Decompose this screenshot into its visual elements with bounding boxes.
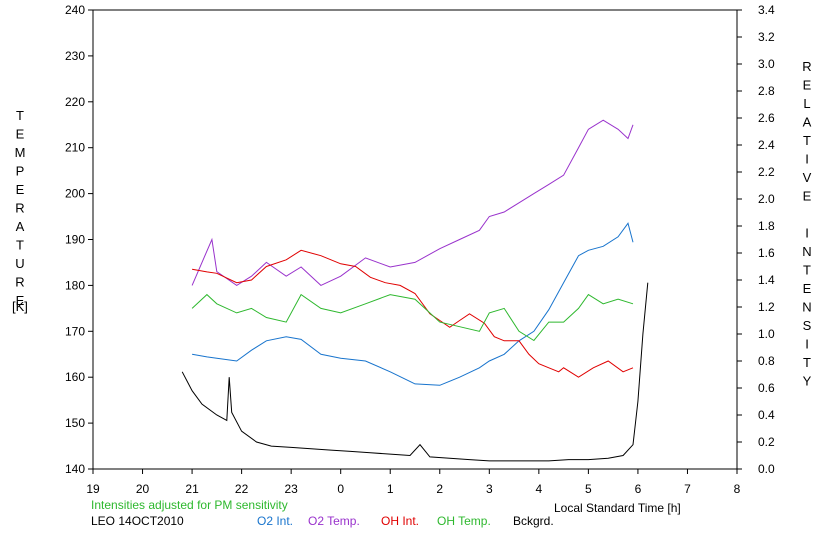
x-tick-label: 1: [387, 482, 394, 496]
x-tick-label: 22: [235, 482, 249, 496]
left-tick-label: 170: [65, 324, 85, 338]
right-tick-label: 1.6: [758, 246, 775, 260]
left-tick-label: 200: [65, 187, 85, 201]
plot-area: [92, 9, 738, 470]
left-tick-label: 210: [65, 141, 85, 155]
x-tick-label: 4: [536, 482, 543, 496]
x-tick-label: 0: [337, 482, 344, 496]
left-tick-label: 190: [65, 233, 85, 247]
axis-title-letter: N: [802, 244, 811, 259]
left-tick-label: 150: [65, 416, 85, 430]
right-tick-label: 0.2: [758, 435, 775, 449]
x-tick-label: 3: [486, 482, 493, 496]
axis-title-letter: I: [805, 337, 809, 352]
x-tick-label: 23: [284, 482, 298, 496]
left-axis-unit: [K]: [12, 299, 28, 314]
right-tick-label: 3.4: [758, 3, 775, 17]
axis-title-letter: E: [803, 281, 812, 296]
axis-title-letter: L: [803, 96, 810, 111]
legend-entry: Bckgrd.: [513, 514, 554, 528]
left-tick-label: 140: [65, 462, 85, 476]
right-tick-label: 2.0: [758, 192, 775, 206]
right-tick-label: 2.2: [758, 165, 775, 179]
series-line-oh-temp: [191, 293, 634, 342]
note-text: Intensities adjusted for PM sensitivity: [91, 498, 288, 512]
series-line-bckgrd: [181, 282, 649, 462]
axis-title-letter: E: [16, 293, 25, 308]
x-axis-ticks: 19 20 21 22 23 0 1 2 3 4 5 6 7 8: [86, 469, 741, 496]
right-tick-label: 0.0: [758, 462, 775, 476]
axis-title-letter: I: [805, 152, 809, 167]
axis-title-letter: E: [16, 182, 25, 197]
x-tick-label: 8: [734, 482, 741, 496]
right-tick-label: 0.6: [758, 381, 775, 395]
right-tick-label: 0.8: [758, 354, 775, 368]
axis-title-letter: R: [15, 275, 24, 290]
x-tick-label: 19: [86, 482, 100, 496]
axis-title-letter: R: [15, 201, 24, 216]
legend-entry: O2 Int.: [257, 514, 293, 528]
x-tick-label: 20: [136, 482, 150, 496]
right-tick-label: 2.8: [758, 84, 775, 98]
axis-title-letter: N: [802, 300, 811, 315]
left-tick-label: 160: [65, 370, 85, 384]
axis-title-letter: T: [16, 238, 24, 253]
station-label: LEO 14OCT2010: [91, 514, 184, 528]
axis-title-letter: E: [803, 189, 812, 204]
axis-title-letter: T: [803, 133, 811, 148]
right-tick-label: 2.4: [758, 138, 775, 152]
left-tick-label: 180: [65, 278, 85, 292]
right-tick-label: 1.2: [758, 300, 775, 314]
right-tick-label: 3.0: [758, 57, 775, 71]
axis-title-letter: U: [15, 256, 24, 271]
right-tick-label: 2.6: [758, 111, 775, 125]
x-tick-label: 7: [684, 482, 691, 496]
right-tick-label: 1.8: [758, 219, 775, 233]
series-line-oh-int: [192, 249, 634, 378]
x-tick-label: 6: [635, 482, 642, 496]
left-tick-label: 240: [65, 3, 85, 17]
axis-title-letter: Y: [803, 374, 812, 389]
axis-title-letter: E: [16, 127, 25, 142]
right-tick-label: 1.4: [758, 273, 775, 287]
right-tick-label: 0.4: [758, 408, 775, 422]
x-tick-label: 2: [436, 482, 443, 496]
right-axis-ticks: 0.0 0.2 0.4 0.6 0.8 1.0 1.2 1.4 1.6 1.8 2.0 2.2 2.4 2…: [737, 3, 775, 476]
axis-title-letter: T: [803, 355, 811, 370]
axis-title-letter: R: [802, 59, 811, 74]
axis-title-letter: T: [16, 108, 24, 123]
series-layer: [181, 119, 649, 462]
left-tick-label: 230: [65, 49, 85, 63]
left-tick-label: 220: [65, 95, 85, 109]
axis-title-letter: T: [803, 263, 811, 278]
x-tick-label: 5: [585, 482, 592, 496]
x-axis-title: Local Standard Time [h]: [554, 501, 681, 515]
series-line-o2-temp: [191, 119, 634, 286]
legend-entry: OH Int.: [381, 514, 419, 528]
legend-entry: OH Temp.: [437, 514, 491, 528]
axis-title-letter: V: [803, 170, 812, 185]
series-line-o2-int: [192, 222, 634, 386]
axis-title-letter: A: [16, 219, 25, 234]
axis-title-letter: I: [805, 226, 809, 241]
axis-title-letter: E: [803, 78, 812, 93]
right-tick-label: 1.0: [758, 327, 775, 341]
x-tick-label: 21: [185, 482, 199, 496]
left-axis-ticks: 140 150 160 170 180 190 200 210 220 230 240: [65, 3, 93, 476]
axis-title-letter: M: [15, 145, 26, 160]
axis-title-letter: P: [16, 164, 25, 179]
right-tick-label: 3.2: [758, 30, 775, 44]
legend: O2 Int. O2 Temp. OH Int. OH Temp. Bckgrd.: [257, 514, 554, 528]
axis-title-letter: A: [803, 115, 812, 130]
axis-title-letter: S: [803, 318, 812, 333]
legend-entry: O2 Temp.: [308, 514, 360, 528]
